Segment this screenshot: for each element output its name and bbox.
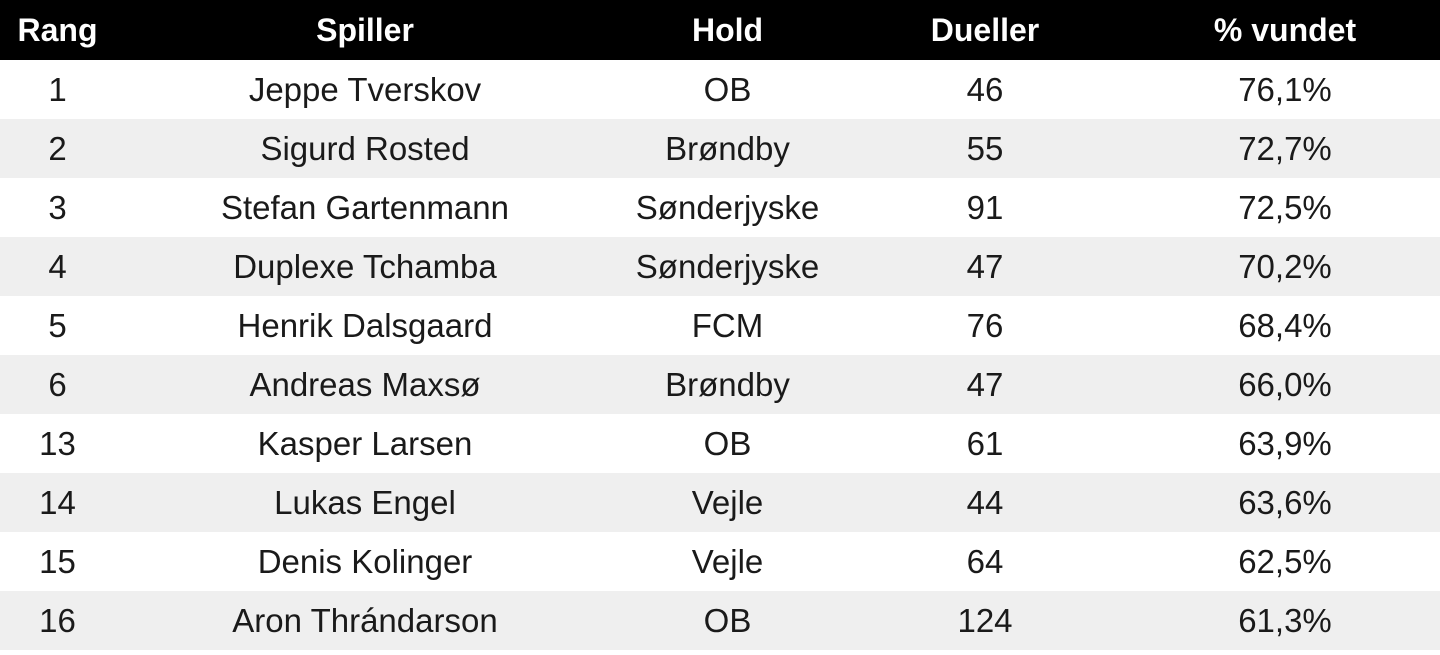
player-cell: Duplexe Tchamba bbox=[115, 237, 615, 296]
duels-cell: 64 bbox=[966, 542, 1004, 580]
team-cell: OB bbox=[615, 591, 840, 650]
team-cell: OB bbox=[703, 70, 752, 108]
rank-cell: 13 bbox=[39, 424, 76, 462]
duels-cell: 76 bbox=[966, 306, 1004, 344]
win-pct-cell: 62,5% bbox=[1238, 542, 1332, 580]
player-cell: Jeppe Tverskov bbox=[248, 70, 482, 108]
duels-cell: 47 bbox=[840, 355, 1130, 414]
table-row: 1 Jeppe Tverskov OB 46 76,1% bbox=[0, 60, 1440, 119]
duels-cell: 46 bbox=[966, 70, 1004, 108]
header-cell: Rang bbox=[0, 0, 115, 60]
rank-cell: 4 bbox=[0, 237, 115, 296]
win-pct-cell: 72,5% bbox=[1238, 188, 1332, 226]
table-row: 13 Kasper Larsen OB 61 63,9% bbox=[0, 414, 1440, 473]
player-cell: Andreas Maxsø bbox=[115, 355, 615, 414]
table-row: 6 Andreas Maxsø Brøndby 47 66,0% bbox=[0, 355, 1440, 414]
table-row: 4 Duplexe Tchamba Sønderjyske 47 70,2% bbox=[0, 237, 1440, 296]
team-cell: Sønderjyske bbox=[635, 188, 820, 226]
header-cell: % vundet bbox=[1130, 0, 1440, 60]
rank-cell: 15 bbox=[39, 542, 76, 580]
header-cell: Dueller bbox=[840, 0, 1130, 60]
duels-cell: 124 bbox=[840, 591, 1130, 650]
team-cell: Vejle bbox=[691, 542, 764, 580]
duels-cell: 44 bbox=[840, 473, 1130, 532]
table-body: 1 Jeppe Tverskov OB 46 76,1% 2 Sigurd Rosted Br… bbox=[0, 60, 1440, 650]
duels-cell: 61 bbox=[966, 424, 1004, 462]
win-pct-cell: 70,2% bbox=[1130, 237, 1440, 296]
rank-cell: 1 bbox=[48, 70, 67, 108]
win-pct-cell: 68,4% bbox=[1238, 306, 1332, 344]
win-pct-cell: 66,0% bbox=[1130, 355, 1440, 414]
team-cell: FCM bbox=[691, 306, 764, 344]
player-cell: Henrik Dalsgaard bbox=[237, 306, 493, 344]
player-cell: Sigurd Rosted bbox=[115, 119, 615, 178]
team-cell: Brøndby bbox=[615, 119, 840, 178]
table-row: 3 Stefan Gartenmann Sønderjyske 91 72,5% bbox=[0, 178, 1440, 237]
player-cell: Kasper Larsen bbox=[257, 424, 473, 462]
rank-cell: 16 bbox=[0, 591, 115, 650]
player-cell: Denis Kolinger bbox=[257, 542, 473, 580]
win-pct-cell: 63,6% bbox=[1130, 473, 1440, 532]
rank-cell: 2 bbox=[0, 119, 115, 178]
player-cell: Stefan Gartenmann bbox=[220, 188, 509, 226]
header-cell: Spiller bbox=[115, 0, 615, 60]
win-pct-cell: 61,3% bbox=[1130, 591, 1440, 650]
table-row: 15 Denis Kolinger Vejle 64 62,5% bbox=[0, 532, 1440, 591]
player-cell: Lukas Engel bbox=[115, 473, 615, 532]
rank-cell: 5 bbox=[48, 306, 67, 344]
duels-cell: 91 bbox=[966, 188, 1004, 226]
team-cell: OB bbox=[703, 424, 752, 462]
duels-cell: 47 bbox=[840, 237, 1130, 296]
table-row: 16 Aron Thrándarson OB 124 61,3% bbox=[0, 591, 1440, 650]
table-row: 5 Henrik Dalsgaard FCM 76 68,4% bbox=[0, 296, 1440, 355]
header-cell: Hold bbox=[615, 0, 840, 60]
table-row: 2 Sigurd Rosted Brøndby 55 72,7% bbox=[0, 119, 1440, 178]
table-row: 14 Lukas Engel Vejle 44 63,6% bbox=[0, 473, 1440, 532]
player-cell: Aron Thrándarson bbox=[115, 591, 615, 650]
rank-cell: 14 bbox=[0, 473, 115, 532]
team-cell: Vejle bbox=[615, 473, 840, 532]
team-cell: Sønderjyske bbox=[615, 237, 840, 296]
win-pct-cell: 72,7% bbox=[1130, 119, 1440, 178]
rank-cell: 3 bbox=[48, 188, 67, 226]
win-pct-cell: 76,1% bbox=[1238, 70, 1332, 108]
rank-cell: 6 bbox=[0, 355, 115, 414]
team-cell: Brøndby bbox=[615, 355, 840, 414]
duels-cell: 55 bbox=[840, 119, 1130, 178]
header-row: Rang Spiller Hold Dueller% vundet bbox=[0, 0, 1440, 60]
win-pct-cell: 63,9% bbox=[1238, 424, 1332, 462]
